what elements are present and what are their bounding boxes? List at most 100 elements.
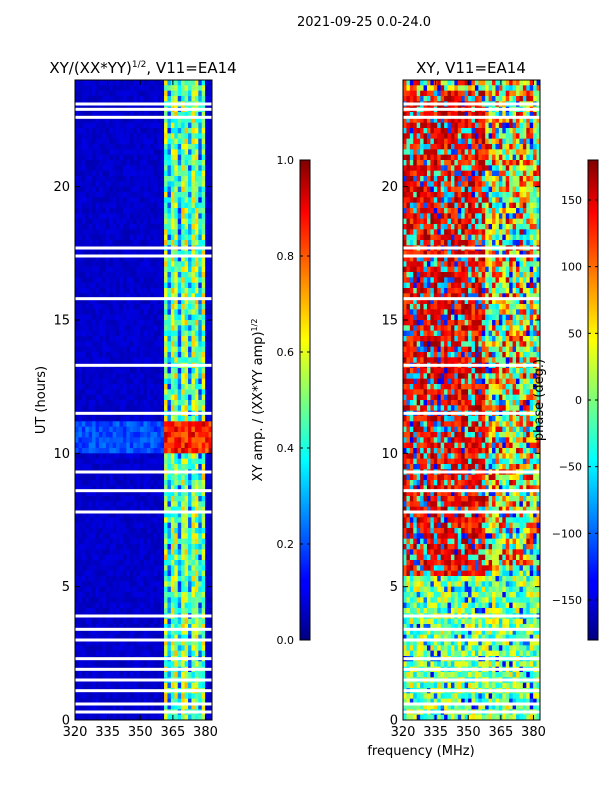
heatmap-cell [81, 512, 86, 518]
heatmap-cell [143, 197, 148, 204]
heatmap-cell [194, 618, 199, 625]
heatmap-cell [191, 336, 196, 342]
heatmap-cell [92, 298, 96, 305]
heatmap-cell [75, 192, 79, 198]
heatmap-cell [85, 704, 90, 710]
heatmap-cell [95, 432, 100, 438]
heatmap-cell [140, 122, 144, 129]
heatmap-cell [194, 90, 199, 97]
heatmap-cell [109, 650, 114, 657]
heatmap-cell [146, 458, 151, 465]
heatmap-cell [170, 629, 175, 636]
heatmap-cell [102, 602, 107, 609]
heatmap-cell [184, 112, 189, 118]
heatmap-cell [140, 378, 144, 385]
heatmap-cell [133, 133, 138, 140]
heatmap-cell [143, 608, 148, 614]
heatmap-cell [160, 432, 165, 438]
heatmap-cell [112, 277, 117, 284]
heatmap-cell [136, 80, 141, 86]
heatmap-cell [78, 117, 83, 124]
heatmap-cell [143, 490, 148, 497]
heatmap-cell [98, 474, 103, 481]
heatmap-cell [98, 154, 103, 161]
y-tick-label: 5 [62, 580, 70, 595]
heatmap-cell [170, 165, 175, 172]
heatmap-cell [78, 640, 83, 646]
heatmap-cell [92, 197, 96, 204]
heatmap-cell [157, 533, 162, 540]
heatmap-cell [129, 389, 134, 396]
heatmap-cell [201, 714, 206, 720]
heatmap-cell [167, 618, 172, 625]
heatmap-cell [133, 602, 138, 609]
heatmap-cell [98, 570, 103, 577]
heatmap-cell [92, 480, 96, 486]
heatmap-cell [122, 506, 127, 513]
heatmap-cell [177, 80, 182, 86]
heatmap-cell [164, 282, 168, 289]
heatmap-cell [191, 704, 196, 710]
heatmap-cell [81, 490, 86, 497]
heatmap-cell [140, 128, 144, 134]
heatmap-cell [102, 597, 107, 604]
heatmap-cell [112, 426, 117, 433]
heatmap-cell [208, 224, 212, 230]
heatmap-cell [85, 618, 90, 625]
heatmap-cell [98, 320, 103, 326]
heatmap-cell [126, 661, 131, 668]
heatmap-cell [88, 400, 93, 406]
heatmap-cell [184, 368, 189, 374]
heatmap-cell [133, 314, 138, 321]
heatmap-cell [119, 298, 124, 305]
heatmap-cell [188, 309, 192, 316]
heatmap-cell [150, 373, 155, 380]
heatmap-cell [174, 640, 179, 646]
heatmap-cell [146, 384, 151, 390]
heatmap-cell [146, 357, 151, 364]
heatmap-cell [153, 373, 158, 380]
heatmap-cell [194, 218, 199, 225]
heatmap-cell [205, 618, 209, 625]
heatmap-cell [194, 240, 199, 246]
heatmap-cell [170, 442, 175, 449]
heatmap-cell [150, 170, 155, 177]
heatmap-cell [102, 629, 107, 636]
heatmap-cell [157, 549, 162, 556]
heatmap-cell [188, 282, 192, 289]
heatmap-cell [146, 309, 151, 316]
heatmap-cell [198, 144, 203, 150]
heatmap-cell [164, 384, 168, 390]
heatmap-cell [201, 117, 206, 124]
heatmap-cell [160, 208, 165, 214]
heatmap-cell [126, 197, 131, 204]
heatmap-cell [129, 645, 134, 652]
heatmap-cell [143, 693, 148, 700]
heatmap-cell [146, 522, 151, 529]
heatmap-cell [116, 570, 120, 577]
heatmap-cell [102, 661, 107, 668]
heatmap-cell [129, 202, 134, 209]
heatmap-cell [198, 138, 203, 145]
heatmap-cell [75, 522, 79, 529]
heatmap-cell [136, 645, 141, 652]
heatmap-cell [102, 192, 107, 198]
heatmap-cell [174, 154, 179, 161]
heatmap-cell [188, 181, 192, 188]
heatmap-cell [88, 277, 93, 284]
heatmap-cell [133, 96, 138, 102]
heatmap-cell [122, 229, 127, 236]
heatmap-cell [181, 293, 185, 300]
heatmap-cell [174, 309, 179, 316]
heatmap-cell [81, 320, 86, 326]
heatmap-cell [85, 421, 90, 428]
heatmap-cell [160, 453, 165, 460]
heatmap-cell [126, 325, 131, 332]
heatmap-cell [126, 336, 131, 342]
heatmap-cell [85, 314, 90, 321]
heatmap-cell [122, 96, 127, 102]
heatmap-cell [153, 85, 158, 92]
heatmap-cell [164, 208, 168, 214]
heatmap-cell [78, 464, 83, 470]
heatmap-cell [191, 154, 196, 161]
